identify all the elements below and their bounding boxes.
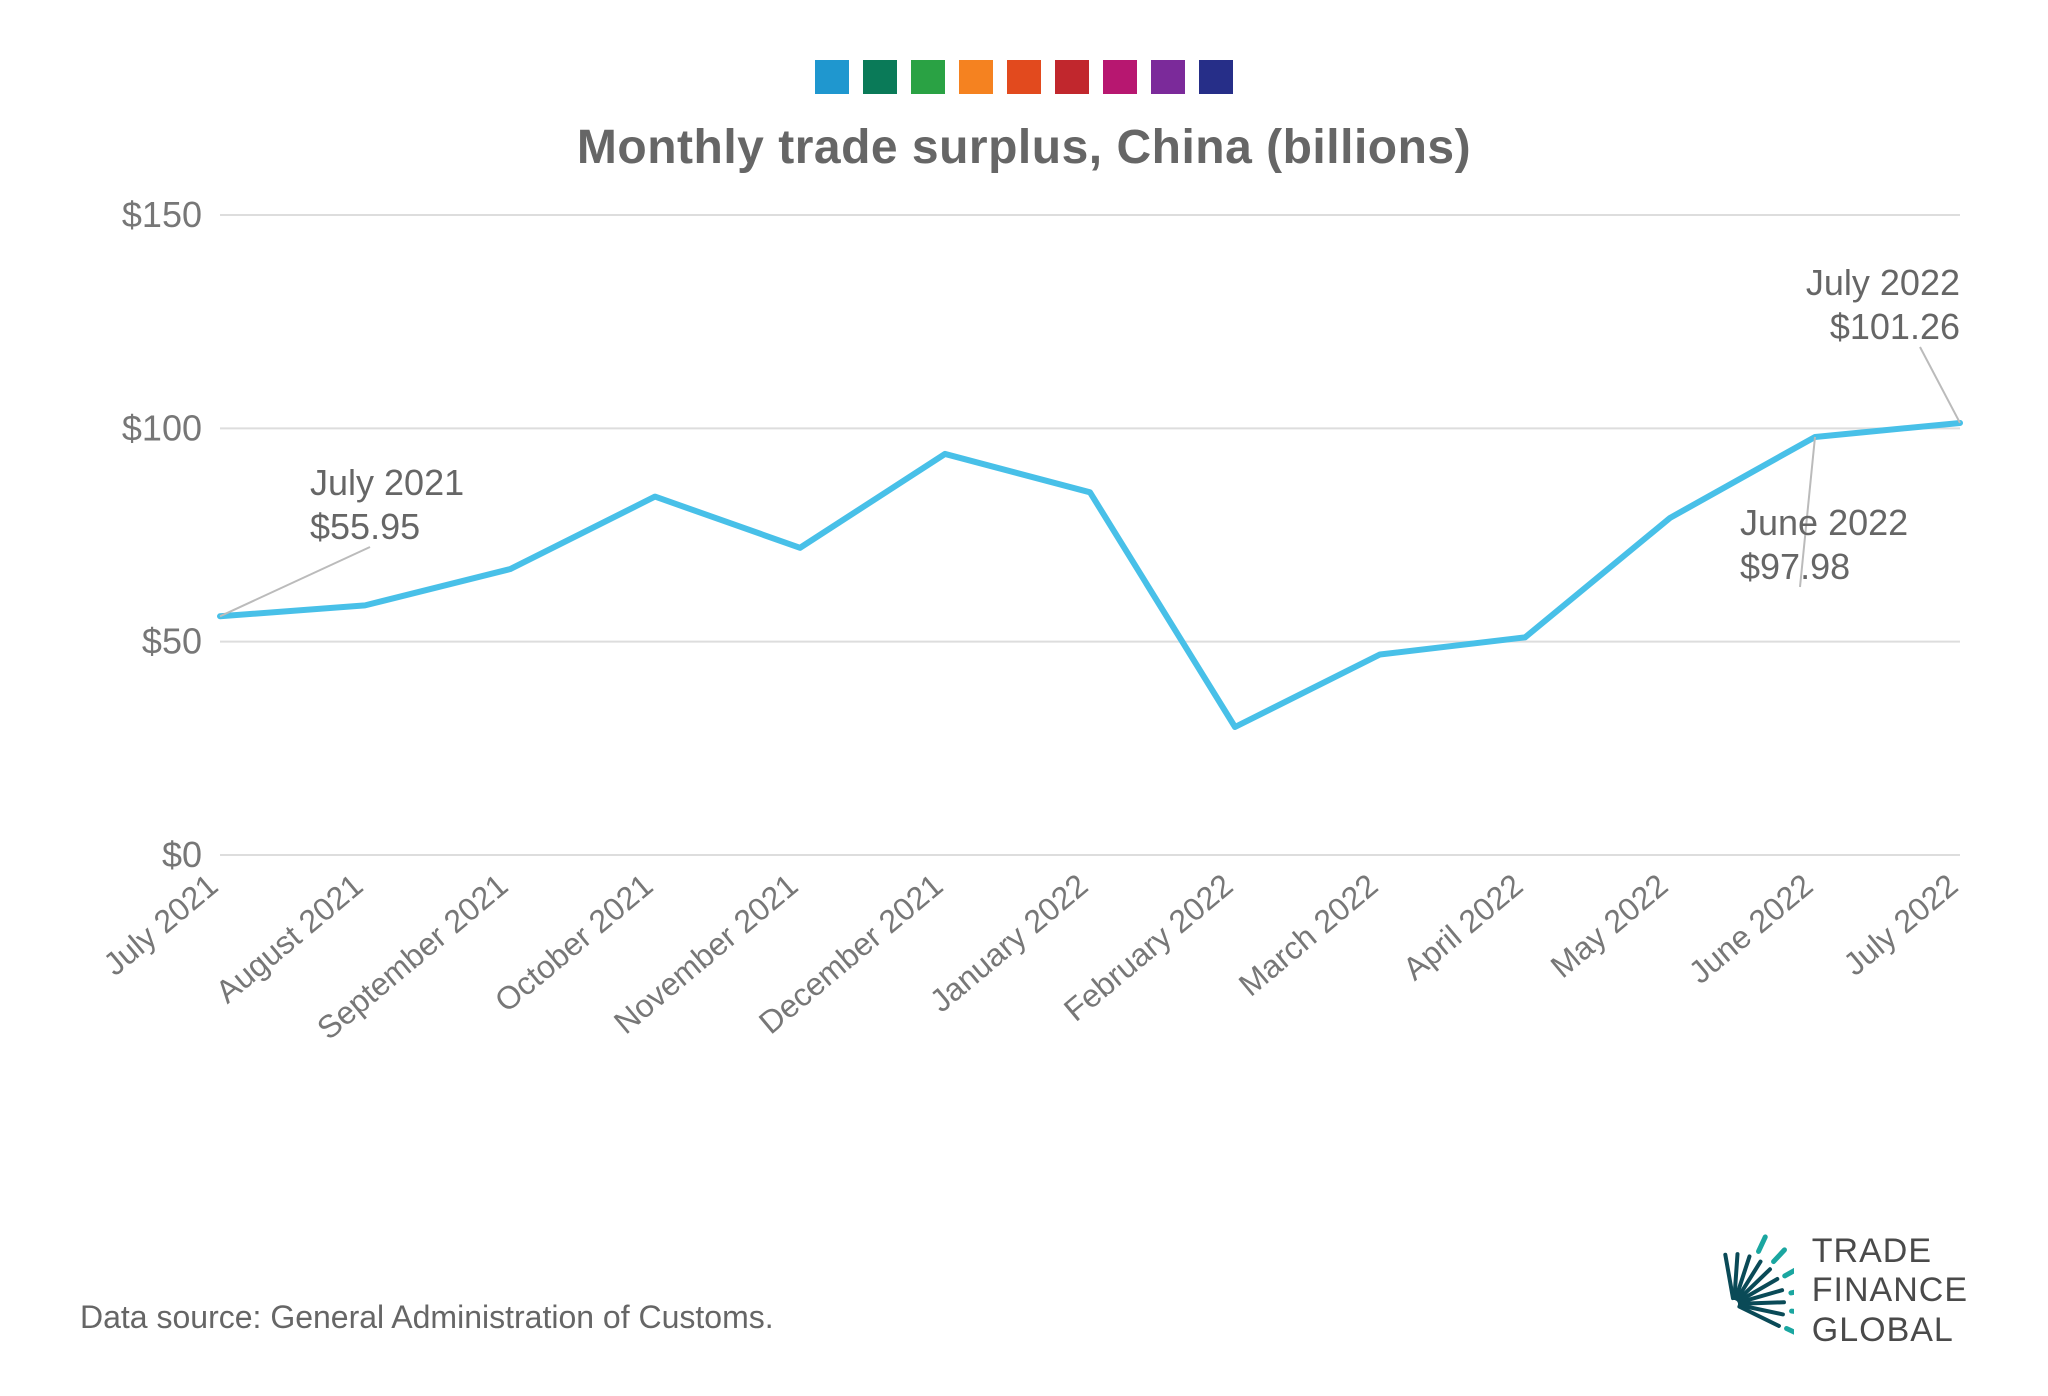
legend-square	[815, 60, 849, 94]
logo-line-2: FINANCE	[1812, 1271, 1968, 1310]
legend-square	[1199, 60, 1233, 94]
data-series-line	[220, 423, 1960, 727]
logo-mark-icon	[1664, 1226, 1794, 1356]
line-chart: $0$50$100$150July 2021August 2021Septemb…	[100, 195, 2000, 1115]
x-tick-label: June 2022	[1682, 867, 1820, 991]
legend-square	[1103, 60, 1137, 94]
annotation-label: June 2022	[1740, 502, 1908, 543]
y-tick-label: $0	[162, 834, 202, 875]
legend-square	[959, 60, 993, 94]
legend-square	[911, 60, 945, 94]
logo-text: TRADE FINANCE GLOBAL	[1812, 1232, 1968, 1349]
legend-square	[1055, 60, 1089, 94]
x-tick-label: March 2022	[1232, 867, 1385, 1003]
logo-line-1: TRADE	[1812, 1232, 1968, 1271]
x-tick-label: July 2021	[100, 867, 224, 983]
y-tick-label: $50	[142, 621, 202, 662]
brand-logo: TRADE FINANCE GLOBAL	[1664, 1226, 1968, 1356]
annotation-value: $97.98	[1740, 546, 1850, 587]
legend-square	[1007, 60, 1041, 94]
annotation-label: July 2022	[1806, 262, 1960, 303]
annotation-label: July 2021	[310, 462, 464, 503]
y-tick-label: $150	[122, 195, 202, 235]
logo-line-3: GLOBAL	[1812, 1311, 1968, 1350]
source-note: Data source: General Administration of C…	[80, 1299, 774, 1336]
annotation-value: $101.26	[1830, 306, 1960, 347]
annotation-value: $55.95	[310, 506, 420, 547]
legend-square	[863, 60, 897, 94]
page-root: Monthly trade surplus, China (billions) …	[0, 0, 2048, 1396]
legend-strip	[60, 60, 1988, 94]
annotation-leader	[1920, 347, 1960, 423]
legend-square	[1151, 60, 1185, 94]
chart-area: $0$50$100$150July 2021August 2021Septemb…	[100, 195, 1948, 1115]
y-tick-label: $100	[122, 407, 202, 448]
x-tick-label: April 2022	[1396, 867, 1530, 987]
x-tick-label: July 2022	[1836, 867, 1964, 983]
chart-title: Monthly trade surplus, China (billions)	[60, 120, 1988, 175]
x-tick-label: May 2022	[1544, 867, 1675, 985]
